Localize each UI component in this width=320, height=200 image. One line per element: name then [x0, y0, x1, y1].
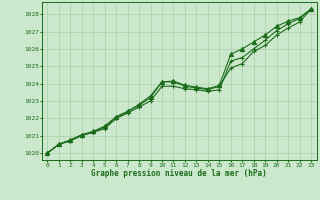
X-axis label: Graphe pression niveau de la mer (hPa): Graphe pression niveau de la mer (hPa) [91, 169, 267, 178]
